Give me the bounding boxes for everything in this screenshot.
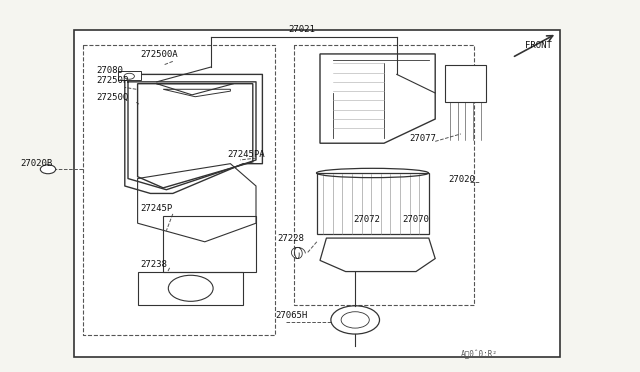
Text: 27245PA: 27245PA: [227, 150, 265, 159]
Text: 27250P: 27250P: [96, 76, 128, 85]
Text: 27070: 27070: [402, 215, 429, 224]
Text: 27238: 27238: [141, 260, 168, 269]
Bar: [118, 71, 141, 80]
Text: 27228: 27228: [277, 234, 304, 243]
Text: 27072: 27072: [353, 215, 380, 224]
Text: 27080: 27080: [96, 65, 123, 74]
Bar: [74, 30, 560, 357]
Bar: [317, 173, 429, 234]
Bar: [445, 65, 486, 102]
Circle shape: [40, 165, 56, 174]
Text: 27077: 27077: [410, 134, 436, 142]
Text: 27021: 27021: [288, 25, 315, 33]
Text: 27065H: 27065H: [275, 311, 307, 320]
Text: 27020B: 27020B: [20, 158, 52, 167]
Text: A✊0ˆ0:R²: A✊0ˆ0:R²: [461, 350, 498, 359]
Text: 27020: 27020: [448, 174, 475, 183]
Text: FRONT: FRONT: [525, 41, 552, 49]
Text: 27245P: 27245P: [141, 204, 173, 213]
Text: 27250Q: 27250Q: [96, 93, 128, 102]
Text: 272500A: 272500A: [141, 49, 179, 58]
Bar: [138, 272, 243, 305]
